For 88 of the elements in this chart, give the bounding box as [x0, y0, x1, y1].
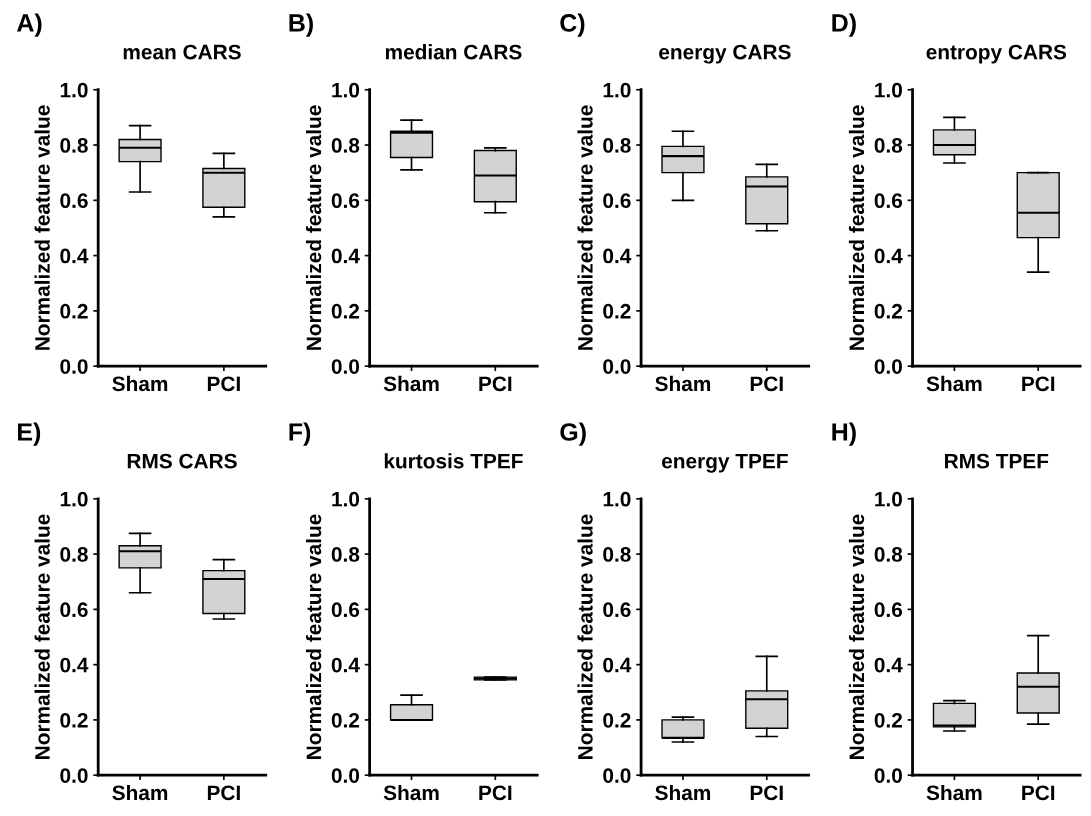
y-tick-label: 0.2: [603, 303, 631, 319]
chart-title: RMS CARS: [127, 453, 237, 469]
x-tick-label: PCI: [750, 785, 783, 801]
y-tick-label: 0.0: [603, 359, 631, 374]
y-tick-label: 0.6: [60, 602, 88, 618]
y-tick-label: 0.4: [603, 657, 632, 673]
chart-title: median CARS: [385, 44, 522, 60]
x-tick-label: Sham: [383, 784, 439, 801]
y-tick-label: 0.2: [603, 712, 631, 728]
y-tick-label: 0.8: [603, 547, 631, 562]
y-axis-title: Normalized feature value: [577, 105, 593, 350]
y-axis-title: Normalized feature value: [848, 514, 865, 759]
x-tick-label: Sham: [926, 375, 982, 392]
chart-title: energy TPEF: [662, 453, 788, 473]
text: B): [289, 13, 313, 37]
chart-title: kurtosis TPEF: [384, 453, 523, 469]
y-axis-title: Normalized feature value: [34, 105, 50, 350]
x-tick-label: Sham: [383, 375, 439, 392]
y-tick-label: 1.0: [603, 491, 631, 507]
text: G): [560, 422, 586, 446]
y-axis-title: Normalized feature value: [305, 514, 322, 759]
y-tick-label: 0.0: [331, 359, 360, 374]
y-tick-label: 1.0: [875, 82, 902, 98]
y-tick-label: 0.6: [874, 193, 903, 209]
y-tick-label: 0.8: [874, 547, 903, 562]
y-axis-title: Normalized feature value: [34, 514, 50, 759]
y-tick-label: 0.4: [874, 248, 903, 264]
y-tick-label: 0.4: [60, 657, 89, 673]
x-tick-label: Sham: [655, 784, 711, 801]
y-tick-label: 0.4: [874, 657, 903, 673]
y-tick-label: 0.0: [60, 768, 88, 783]
y-axis-title: Normalized feature value: [577, 514, 593, 759]
y-axis-title: Normalized feature value: [305, 105, 322, 350]
chart-title: RMS TPEF: [945, 453, 1049, 469]
y-tick-label: 0.8: [874, 138, 903, 153]
y-tick-label: 0.8: [603, 138, 631, 153]
y-tick-label: 0.2: [331, 712, 360, 728]
x-tick-label: PCI: [479, 376, 512, 392]
y-tick-label: 0.0: [331, 768, 360, 783]
x-tick-label: PCI: [1022, 376, 1055, 392]
text: D): [832, 13, 856, 37]
y-tick-label: 0.0: [874, 359, 902, 374]
y-tick-label: 0.6: [60, 193, 88, 209]
y-tick-label: 0.6: [874, 602, 903, 618]
x-tick-label: Sham: [112, 784, 168, 801]
y-tick-label: 0.4: [331, 248, 360, 264]
y-tick-label: 0.8: [60, 547, 88, 562]
y-tick-label: 1.0: [60, 82, 88, 98]
chart-title: energy CARS: [659, 44, 791, 64]
x-tick-label: PCI: [1022, 785, 1055, 801]
y-tick-label: 0.2: [874, 303, 902, 319]
y-tick-label: 0.4: [331, 657, 360, 673]
chart-title: mean CARS: [123, 44, 241, 60]
y-tick-label: 0.2: [874, 712, 902, 728]
text: F): [289, 422, 311, 446]
text: E): [18, 422, 41, 446]
text: H): [832, 422, 856, 446]
y-tick-label: 0.6: [603, 193, 631, 209]
chart-title: entropy CARS: [926, 44, 1067, 64]
y-tick-label: 0.0: [603, 768, 631, 783]
x-tick-label: Sham: [926, 784, 982, 801]
y-tick-label: 0.8: [60, 138, 88, 153]
y-tick-label: 0.8: [331, 138, 360, 153]
y-tick-label: 1.0: [60, 491, 88, 507]
y-tick-label: 1.0: [332, 491, 360, 507]
y-tick-label: 0.4: [603, 248, 632, 264]
y-tick-label: 0.2: [331, 303, 360, 319]
y-tick-label: 0.0: [60, 359, 88, 374]
y-tick-label: 1.0: [332, 82, 360, 98]
y-tick-label: 0.4: [60, 248, 89, 264]
x-tick-label: PCI: [750, 376, 783, 392]
text: C): [560, 13, 585, 37]
x-tick-label: PCI: [479, 785, 512, 801]
y-tick-label: 0.8: [331, 547, 360, 562]
x-tick-label: PCI: [207, 785, 240, 801]
y-tick-label: 0.0: [874, 768, 902, 783]
x-tick-label: Sham: [112, 375, 168, 392]
y-tick-label: 1.0: [875, 491, 902, 507]
y-tick-label: 0.2: [60, 303, 88, 319]
y-tick-label: 0.2: [60, 712, 88, 728]
y-axis-title: Normalized feature value: [848, 105, 865, 350]
y-tick-label: 0.6: [331, 602, 360, 618]
y-tick-label: 0.6: [331, 193, 360, 209]
text: A): [16, 13, 42, 37]
x-tick-label: Sham: [655, 375, 711, 392]
x-tick-label: PCI: [207, 376, 240, 392]
y-tick-label: 1.0: [603, 82, 631, 98]
y-tick-label: 0.6: [603, 602, 631, 618]
